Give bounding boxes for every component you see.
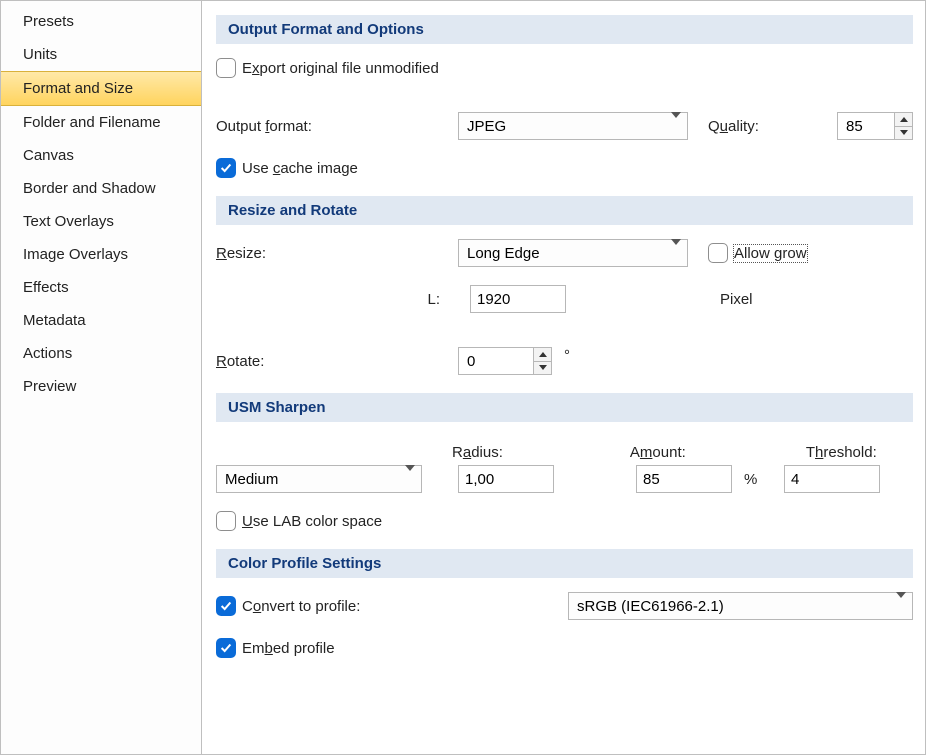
rotate-step-up[interactable] — [534, 348, 551, 362]
usm-preset-select[interactable]: Medium — [216, 465, 422, 493]
sidebar-item-label: Format and Size — [23, 80, 133, 97]
amount-value: 85 — [643, 471, 660, 488]
threshold-input[interactable]: 4 — [784, 465, 880, 493]
rotate-value: 0 — [459, 348, 533, 374]
embed-profile-label: Embed profile — [242, 640, 335, 657]
chevron-down-icon — [671, 245, 681, 262]
color-profile-select[interactable]: sRGB (IEC61966-2.1) — [568, 592, 913, 620]
sidebar-item-border-and-shadow[interactable]: Border and Shadow — [1, 172, 201, 205]
sidebar-item-label: Text Overlays — [23, 213, 114, 230]
use-cache-checkbox[interactable]: Use cache image — [216, 158, 358, 178]
quality-label: Quality: — [708, 118, 759, 135]
sidebar-item-metadata[interactable]: Metadata — [1, 304, 201, 337]
rotate-label: Rotate: — [216, 353, 446, 370]
sidebar-item-folder-and-filename[interactable]: Folder and Filename — [1, 106, 201, 139]
embed-profile-checkbox[interactable]: Embed profile — [216, 638, 335, 658]
quality-spinbox[interactable]: 85 — [837, 112, 913, 140]
sidebar-item-canvas[interactable]: Canvas — [1, 139, 201, 172]
sidebar-item-label: Actions — [23, 345, 72, 362]
sidebar-item-label: Border and Shadow — [23, 180, 156, 197]
allow-grow-label: Allow grow — [734, 245, 807, 262]
quality-step-up[interactable] — [895, 113, 912, 127]
section-header-color: Color Profile Settings — [216, 549, 913, 578]
export-original-checkbox[interactable]: Export original file unmodified — [216, 58, 439, 78]
use-lab-checkbox[interactable]: Use LAB color space — [216, 511, 382, 531]
resize-mode-value: Long Edge — [467, 245, 540, 262]
radius-input[interactable]: 1,00 — [458, 465, 554, 493]
sidebar-nav: Presets Units Format and Size Folder and… — [1, 1, 202, 754]
sidebar-item-label: Folder and Filename — [23, 114, 161, 131]
amount-input[interactable]: 85 — [636, 465, 732, 493]
usm-preset-value: Medium — [225, 471, 278, 488]
export-original-label: Export original file unmodified — [242, 60, 439, 77]
sidebar-item-units[interactable]: Units — [1, 38, 201, 71]
convert-profile-label: Convert to profile: — [242, 598, 360, 615]
sidebar-item-actions[interactable]: Actions — [1, 337, 201, 370]
use-lab-label: Use LAB color space — [242, 513, 382, 530]
radius-value: 1,00 — [465, 471, 494, 488]
quality-step-down[interactable] — [895, 127, 912, 140]
rotate-spinbox[interactable]: 0 — [458, 347, 552, 375]
rotate-step-down[interactable] — [534, 362, 551, 375]
radius-label: Radius: — [452, 444, 590, 461]
output-format-value: JPEG — [467, 118, 506, 135]
sidebar-item-format-and-size[interactable]: Format and Size — [1, 71, 201, 106]
use-cache-label: Use cache image — [242, 160, 358, 177]
sidebar-item-label: Metadata — [23, 312, 86, 329]
sidebar-item-text-overlays[interactable]: Text Overlays — [1, 205, 201, 238]
sidebar-item-label: Canvas — [23, 147, 74, 164]
quality-value: 85 — [838, 113, 894, 139]
section-header-usm: USM Sharpen — [216, 393, 913, 422]
amount-unit: % — [744, 471, 772, 488]
chevron-down-icon — [671, 118, 681, 135]
length-prefix: L: — [414, 291, 440, 308]
length-value: 1920 — [477, 291, 510, 308]
threshold-label: Threshold: — [806, 444, 913, 461]
convert-profile-checkbox[interactable]: Convert to profile: — [216, 596, 556, 616]
settings-panel: Output Format and Options Export origina… — [202, 1, 925, 754]
allow-grow-checkbox[interactable]: Allow grow — [708, 243, 807, 263]
output-format-label: Output format: — [216, 118, 446, 135]
section-header-resize: Resize and Rotate — [216, 196, 913, 225]
threshold-value: 4 — [791, 471, 799, 488]
length-input[interactable]: 1920 — [470, 285, 566, 313]
chevron-down-icon — [405, 471, 415, 488]
amount-label: Amount: — [630, 444, 768, 461]
chevron-down-icon — [896, 598, 906, 615]
sidebar-item-presets[interactable]: Presets — [1, 5, 201, 38]
sidebar-item-effects[interactable]: Effects — [1, 271, 201, 304]
resize-label: Resize: — [216, 245, 446, 262]
sidebar-item-label: Presets — [23, 13, 74, 30]
sidebar-item-preview[interactable]: Preview — [1, 370, 201, 403]
resize-unit-label: Pixel — [720, 291, 753, 308]
resize-mode-select[interactable]: Long Edge — [458, 239, 688, 267]
sidebar-item-label: Effects — [23, 279, 69, 296]
sidebar-item-label: Image Overlays — [23, 246, 128, 263]
rotate-unit: ° — [564, 347, 570, 364]
sidebar-item-label: Preview — [23, 378, 76, 395]
section-header-output: Output Format and Options — [216, 15, 913, 44]
sidebar-item-image-overlays[interactable]: Image Overlays — [1, 238, 201, 271]
sidebar-item-label: Units — [23, 46, 57, 63]
output-format-select[interactable]: JPEG — [458, 112, 688, 140]
color-profile-value: sRGB (IEC61966-2.1) — [577, 598, 724, 615]
